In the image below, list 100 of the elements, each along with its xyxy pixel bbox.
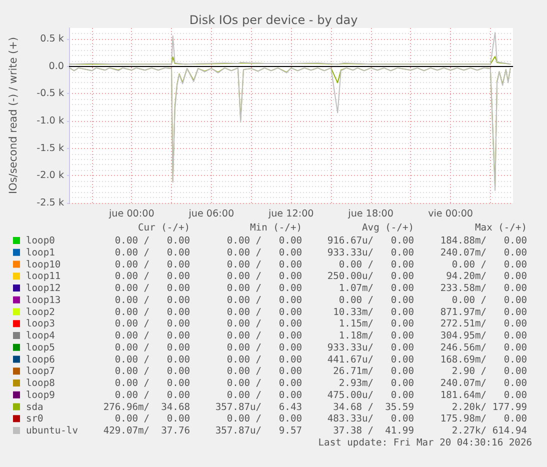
x-tick-label: jue 12:00 (267, 208, 314, 220)
text: 181.64m/ 0.00 (440, 390, 528, 401)
legend-label: loop12 (26, 283, 61, 294)
text: Cur (-/+) (138, 222, 190, 234)
y-tick-label: -2.5 k (36, 198, 64, 208)
text: 0.00 / 0.00 (114, 306, 190, 318)
legend-label: loop3 (26, 318, 56, 330)
text: 0.00 / 0.00 (114, 414, 190, 425)
text: 240.07m/ 0.00 (440, 247, 528, 258)
text: 441.67u/ 0.00 (327, 354, 414, 366)
text: 0.00 / 0.00 (114, 236, 190, 246)
text: 0.00 / 0.00 (114, 318, 190, 330)
text: 240.07m/ 0.00 (440, 378, 528, 389)
text: 304.95m/ 0.00 (440, 330, 528, 342)
text: Last update: Fri Mar 20 04:30:16 2026 (318, 438, 532, 448)
text: 0.00 / 0.00 (226, 271, 302, 282)
y-tick-label: 0.5 k (40, 33, 64, 44)
y-tick-label: -2.0 k (36, 170, 64, 182)
text: 0.00 / 0.00 (226, 294, 302, 306)
text: 168.69m/ 0.00 (440, 354, 528, 366)
text: 933.33u/ 0.00 (327, 247, 414, 258)
legend-label: loop5 (26, 342, 55, 354)
text: 0.00 / 0.00 (114, 378, 190, 389)
legend-label: loop0 (26, 236, 56, 246)
text: 916.67u/ 0.00 (327, 236, 414, 246)
legend-label: loop10 (26, 259, 61, 270)
text: 0.00 / 0.00 (452, 259, 528, 270)
text: 0.00 / 0.00 (226, 318, 302, 330)
text: 0.00 / 0.00 (226, 414, 302, 425)
text: 184.88m/ 0.00 (440, 236, 528, 246)
text: 246.56m/ 0.00 (440, 342, 528, 354)
y-axis-title: IOs/second read (-) / write (+) (8, 36, 20, 194)
text: 272.51m/ 0.00 (440, 318, 528, 330)
text: 2.20k/ 177.99 (452, 402, 528, 413)
chart-title: Disk IOs per device - by day (189, 13, 358, 27)
text: Max (-/+) (475, 222, 527, 234)
text: 0.00 / 0.00 (226, 283, 302, 294)
y-tick-label: -1.0 k (36, 115, 64, 126)
text: 2.90 / 0.00 (452, 366, 528, 378)
text: 37.38 / 41.99 (333, 426, 414, 436)
text: 0.00 / 0.00 (114, 342, 190, 354)
legend-label: sr0 (26, 414, 44, 425)
text: 933.33u/ 0.00 (327, 342, 414, 354)
text: 0.00 / 0.00 (226, 236, 302, 246)
legend-label: loop7 (26, 366, 56, 378)
text: 26.71m/ 0.00 (333, 366, 414, 378)
text: 2.93m/ 0.00 (338, 378, 414, 389)
legend-label: loop6 (26, 354, 56, 366)
text: 0.00 / 0.00 (114, 271, 190, 282)
text: 0.00 / 0.00 (226, 354, 302, 366)
text: 475.00u/ 0.00 (327, 390, 414, 401)
legend-label: loop2 (26, 306, 55, 318)
legend-label: sda (26, 402, 44, 413)
text: 94.20m/ 0.00 (446, 271, 528, 282)
text: 0.00 / 0.00 (226, 390, 302, 401)
legend-label: loop8 (26, 378, 56, 389)
legend-label: loop9 (26, 390, 56, 401)
text: 483.33u/ 0.00 (327, 414, 414, 425)
y-tick-label: 0.0 (48, 60, 64, 72)
text: 0.00 / 0.00 (114, 294, 190, 306)
legend-label: ubuntu-lv (26, 426, 78, 436)
y-tick-label: -0.5 k (36, 88, 64, 100)
text: 0.00 / 0.00 (114, 354, 190, 366)
text: 276.96m/ 34.68 (103, 402, 190, 413)
text: 34.68 / 35.59 (333, 402, 414, 413)
text: Avg (-/+) (362, 222, 414, 234)
legend-label: loop4 (26, 330, 56, 342)
y-tick-label: -1.5 k (36, 142, 64, 154)
text: 0.00 / 0.00 (114, 247, 190, 258)
text: 0.00 / 0.00 (338, 259, 414, 270)
text: 0.00 / 0.00 (226, 366, 302, 378)
text: Min (-/+) (250, 222, 302, 234)
x-tick-label: jue 06:00 (188, 208, 234, 220)
text: 429.07m/ 37.76 (103, 426, 190, 436)
text: 1.07m/ 0.00 (338, 283, 414, 294)
text: 233.58m/ 0.00 (440, 283, 528, 294)
text: 0.00 / 0.00 (114, 390, 190, 401)
legend-label: loop13 (26, 294, 61, 306)
x-tick-label: jue 18:00 (347, 208, 394, 220)
text: 0.00 / 0.00 (114, 259, 190, 270)
x-tick-label: vie 00:00 (428, 208, 474, 220)
text: 1.18m/ 0.00 (338, 330, 414, 342)
text: 175.98m/ 0.00 (440, 414, 528, 425)
text: 0.00 / 0.00 (226, 378, 302, 389)
text: 871.97m/ 0.00 (440, 306, 528, 318)
text: 0.00 / 0.00 (226, 306, 302, 318)
text: 357.87u/ 9.57 (215, 426, 302, 436)
text: 250.00u/ 0.00 (327, 271, 414, 282)
text: 0.00 / 0.00 (114, 283, 190, 294)
text: 0.00 / 0.00 (338, 294, 414, 306)
text: 0.00 / 0.00 (226, 259, 302, 270)
text: 0.00 / 0.00 (226, 342, 302, 354)
text: 2.27k/ 614.94 (452, 426, 528, 436)
legend-label: loop11 (26, 271, 61, 282)
text: 0.00 / 0.00 (226, 330, 302, 342)
text: 0.00 / 0.00 (114, 366, 190, 378)
text: 0.00 / 0.00 (114, 330, 190, 342)
legend-label: loop1 (26, 247, 56, 258)
text: 0.00 / 0.00 (452, 294, 528, 306)
text: 10.33m/ 0.00 (333, 306, 414, 318)
